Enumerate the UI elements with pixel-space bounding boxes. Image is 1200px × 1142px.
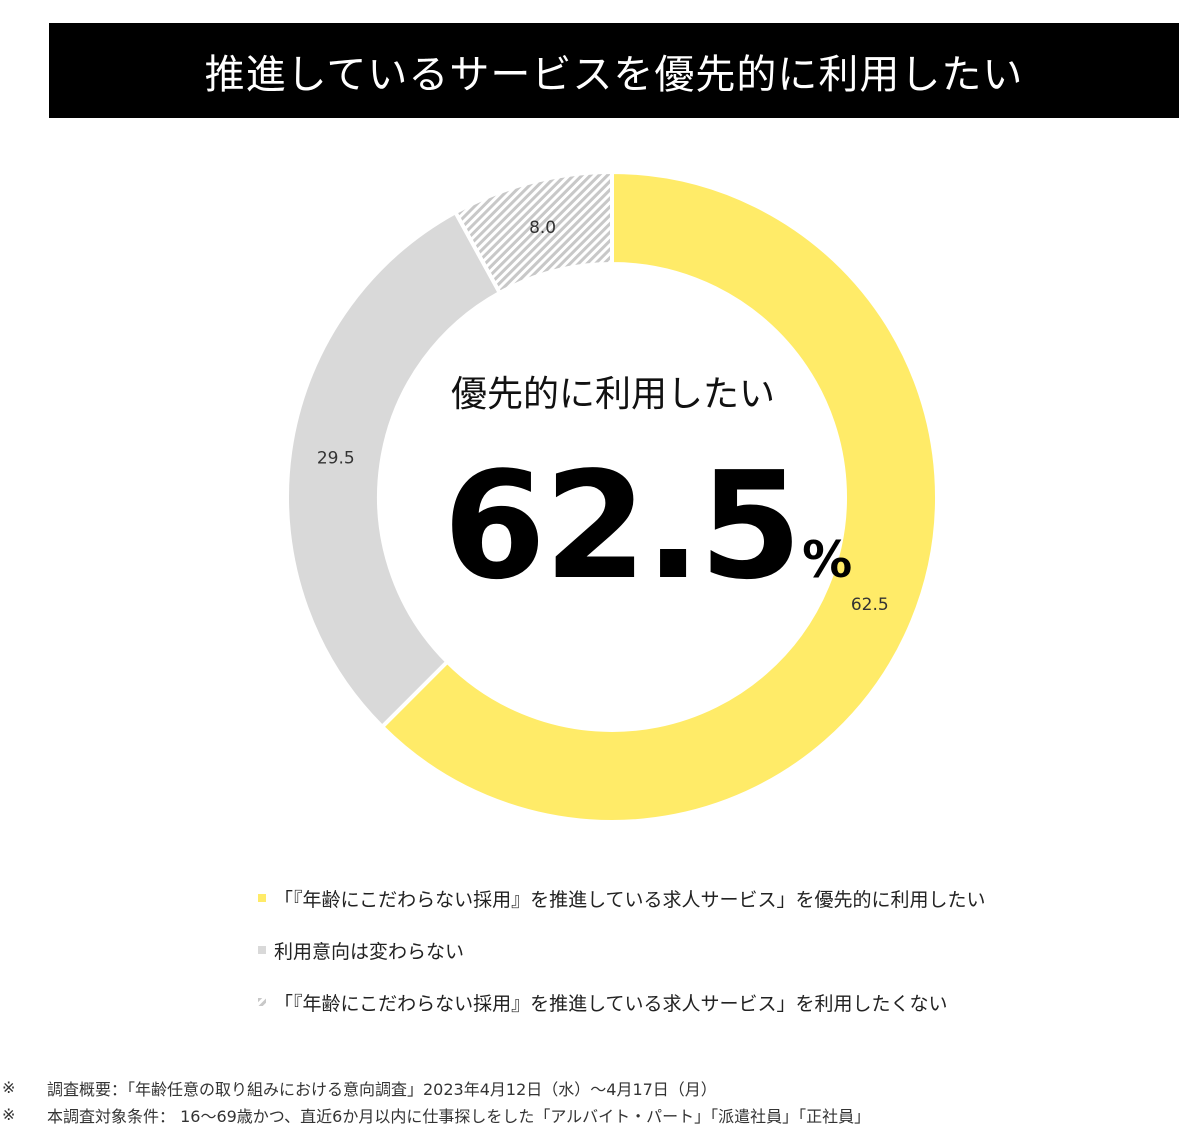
legend-item-avoid: 「『年齢にこだわらない採用』を推進している求人サービス」を利用したくない [258,984,1158,1020]
footnote-mark: ※ [2,1078,16,1097]
footnote-conditions: ※ 本調査対象条件： 16～69歳かつ、直近6か月以内に仕事探しをした「アルバイ… [0,1101,1200,1128]
legend-item-unchanged: 利用意向は変わらない [258,932,1158,968]
legend-swatch-prefer [258,894,266,902]
data-label-avoid: 8.0 [529,218,556,238]
donut-slice-prefer [379,169,939,824]
legend-item-prefer: 「『年齢にこだわらない採用』を推進している求人サービス」を優先的に利用したい [258,880,1158,916]
legend-swatch-unchanged [258,946,266,954]
legend-label-avoid: 「『年齢にこだわらない採用』を推進している求人サービス」を利用したくない [274,992,948,1015]
legend-label-unchanged: 利用意向は変わらない [274,940,465,963]
data-label-prefer: 62.5 [851,595,889,615]
legend: 「『年齢にこだわらない採用』を推進している求人サービス」を優先的に利用したい 利… [258,880,1158,1036]
chart-title: 推進しているサービスを優先的に利用したい [49,23,1179,118]
footnote-survey: ※ 調査概要：「年齢任意の取り組みにおける意向調査」2023年4月12日（水）～… [0,1074,1200,1101]
center-value-unit: % [802,531,853,589]
center-value-number: 62.5 [443,440,802,612]
footnotes: ※ 調査概要：「年齢任意の取り組みにおける意向調査」2023年4月12日（水）～… [0,1074,1200,1128]
footnote-text: 本調査対象条件： 16～69歳かつ、直近6か月以内に仕事探しをした「アルバイト・… [47,1106,871,1126]
footnote-text: 調査概要：「年齢任意の取り組みにおける意向調査」2023年4月12日（水）～4月… [47,1079,717,1099]
data-label-unchanged: 29.5 [317,449,355,469]
legend-swatch-avoid [258,998,266,1006]
donut-slice-avoid [452,169,614,296]
donut-chart: 62.5 29.5 8.0 [285,169,939,824]
donut-slice-unchanged [285,209,503,730]
footnote-mark: ※ [2,1105,16,1124]
center-label: 優先的に利用したい [450,374,775,415]
center-value: 62.5% [443,440,852,612]
legend-label-prefer: 「『年齢にこだわらない採用』を推進している求人サービス」を優先的に利用したい [274,888,986,911]
